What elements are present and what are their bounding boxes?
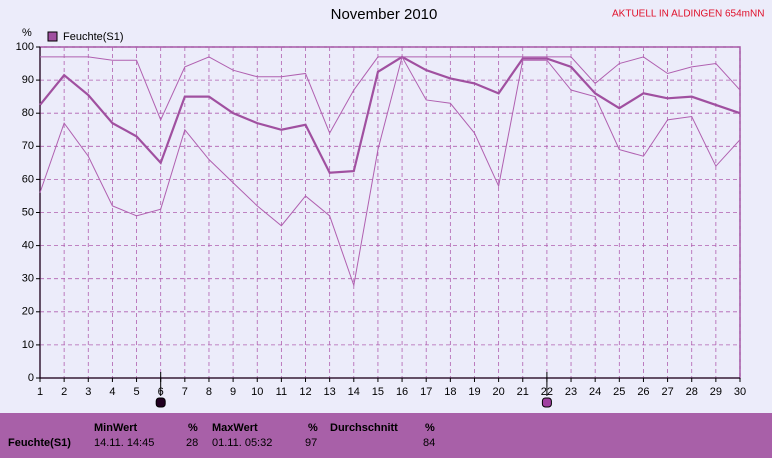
x-tick-label: 27 <box>661 386 673 398</box>
x-tick-label: 20 <box>492 386 504 398</box>
y-tick-label: 30 <box>22 273 34 285</box>
x-tick-label: 4 <box>109 386 115 398</box>
x-tick-label: 23 <box>565 386 577 398</box>
legend-swatch <box>47 31 58 42</box>
table-cell: 97 <box>305 437 317 449</box>
x-tick-label: 5 <box>133 386 139 398</box>
summary-panel <box>0 413 772 458</box>
data-line <box>39 55 741 174</box>
x-tick-label: 8 <box>206 386 212 398</box>
x-tick-label: 10 <box>251 386 263 398</box>
x-tick-label: 17 <box>420 386 432 398</box>
chart-title: November 2010 <box>331 6 438 23</box>
table-cell: Feuchte(S1) <box>8 437 71 449</box>
table-cell: 28 <box>186 437 198 449</box>
event-marker <box>541 397 552 408</box>
x-tick-label: 29 <box>710 386 722 398</box>
y-tick-label: 100 <box>16 41 34 53</box>
x-tick-label: 30 <box>734 386 746 398</box>
x-tick-label: 7 <box>182 386 188 398</box>
x-tick-label: 28 <box>686 386 698 398</box>
x-tick-label: 19 <box>468 386 480 398</box>
y-tick-label: 80 <box>22 107 34 119</box>
table-cell: 01.11. 05:32 <box>212 437 272 449</box>
y-tick-label: 10 <box>22 339 34 351</box>
x-tick-label: 13 <box>324 386 336 398</box>
x-tick-label: 18 <box>444 386 456 398</box>
x-tick-label: 14 <box>348 386 360 398</box>
x-tick-label: 12 <box>299 386 311 398</box>
x-tick-label: 11 <box>276 386 287 398</box>
y-tick-label: 0 <box>28 372 34 384</box>
y-axis-label: % <box>22 27 32 39</box>
table-header: % <box>188 422 198 434</box>
x-tick-label: 9 <box>230 386 236 398</box>
x-tick-label: 2 <box>61 386 67 398</box>
data-line <box>40 56 741 135</box>
legend-label: Feuchte(S1) <box>63 31 124 43</box>
data-line <box>39 55 741 288</box>
subtitle: AKTUELL IN ALDINGEN 654mNN <box>612 9 764 20</box>
x-tick-label: 25 <box>613 386 625 398</box>
x-tick-label: 1 <box>37 386 43 398</box>
y-tick-label: 90 <box>22 74 34 86</box>
event-marker <box>155 397 166 408</box>
y-tick-label: 50 <box>22 206 34 218</box>
table-header: % <box>308 422 318 434</box>
y-tick-label: 20 <box>22 306 34 318</box>
table-header: % <box>425 422 435 434</box>
x-tick-label: 26 <box>637 386 649 398</box>
y-tick-label: 60 <box>22 173 34 185</box>
table-header: MinWert <box>94 422 138 434</box>
x-tick-label: 15 <box>372 386 384 398</box>
table-cell: 14.11. 14:45 <box>94 437 154 449</box>
table-cell: 84 <box>423 437 435 449</box>
y-tick-label: 40 <box>22 240 34 252</box>
x-tick-label: 24 <box>589 386 601 398</box>
x-tick-label: 3 <box>85 386 91 398</box>
x-tick-label: 21 <box>517 386 529 398</box>
y-tick-label: 70 <box>22 140 34 152</box>
table-header: Durchschnitt <box>330 422 398 434</box>
x-tick-label: 16 <box>396 386 408 398</box>
table-header: MaxWert <box>212 422 258 434</box>
